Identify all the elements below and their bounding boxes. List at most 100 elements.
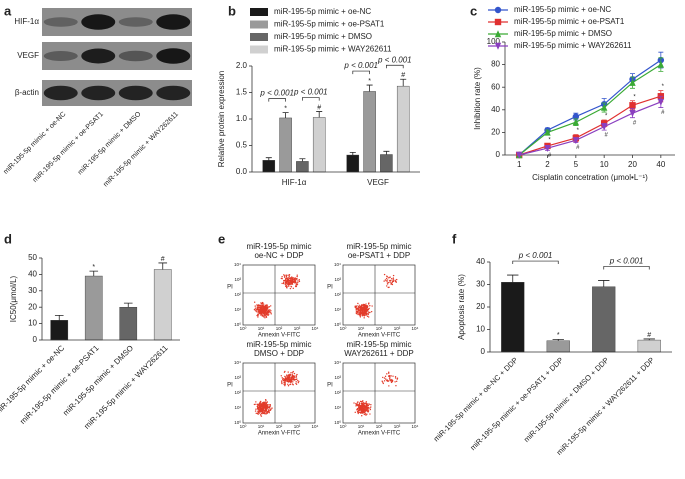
- y-tick-label: 10: [476, 325, 485, 334]
- event-dot: [357, 401, 359, 403]
- event-dot: [265, 305, 267, 308]
- x-tick-label: 10⁴: [412, 326, 419, 331]
- event-dot: [389, 379, 392, 381]
- event-dot: [270, 310, 272, 312]
- point: [572, 113, 580, 120]
- event-dot: [286, 374, 288, 377]
- event-dot: [283, 379, 286, 382]
- legend-swatch: [250, 8, 268, 16]
- plot-title: miR-195-5p mimic: [247, 340, 312, 349]
- event-dot: [362, 406, 364, 409]
- event-dot: [356, 310, 359, 313]
- event-dot: [266, 401, 268, 404]
- event-dot: [364, 313, 366, 315]
- y-tick-label: 10²: [334, 292, 341, 297]
- y-tick-label: 2.0: [236, 61, 248, 70]
- annotation: p < 0.001: [518, 251, 553, 260]
- bar: [262, 160, 276, 173]
- event-dot: [292, 279, 294, 281]
- event-dot: [256, 311, 258, 313]
- y-axis-label: IC50(μmol/L): [9, 275, 18, 322]
- event-dot: [292, 384, 294, 386]
- y-tick-label: 1.0: [236, 114, 248, 123]
- y-tick-label: 10³: [334, 277, 341, 282]
- event-dot: [263, 309, 266, 311]
- event-dot: [267, 313, 270, 316]
- event-dot: [261, 307, 263, 309]
- error-bar: [507, 274, 519, 283]
- x-tick-label: 10⁰: [340, 424, 347, 429]
- point: [572, 137, 580, 145]
- y-tick-label: 20: [28, 302, 37, 311]
- event-dot: [367, 409, 370, 411]
- event-dot: [260, 408, 262, 410]
- blot-band: [118, 17, 153, 27]
- event-dot: [293, 379, 295, 381]
- y-tick-label: 0: [496, 150, 501, 159]
- event-dot: [367, 411, 370, 413]
- bar: [637, 339, 661, 353]
- event-dot: [361, 315, 363, 317]
- event-dot: [358, 411, 360, 414]
- error-bar: [158, 262, 168, 270]
- event-dot: [259, 402, 262, 404]
- event-dot: [258, 410, 261, 412]
- x-tick-label: 2: [545, 160, 550, 169]
- event-dot: [267, 307, 269, 309]
- event-dot: [268, 305, 270, 308]
- annotation: #: [647, 332, 651, 339]
- point: [544, 145, 551, 153]
- event-dot: [364, 405, 366, 407]
- blot-row-label: HIF-1α: [14, 17, 39, 26]
- event-dot: [263, 407, 265, 409]
- event-dot: [358, 304, 360, 307]
- x-axis-label: Annexin V-FITC: [358, 431, 401, 437]
- bar: [592, 286, 616, 353]
- event-dot: [356, 402, 359, 404]
- event-dot: [395, 385, 397, 387]
- bar: [380, 154, 393, 173]
- event-dot: [287, 379, 289, 381]
- bar: [50, 320, 69, 341]
- x-tick-label: 10³: [394, 326, 401, 331]
- event-dot: [260, 309, 263, 311]
- blot-band: [81, 14, 116, 30]
- x-tick-label: 10⁰: [240, 326, 247, 331]
- plot-frame: [242, 264, 316, 326]
- legend-label: miR-195-5p mimic + DMSO: [274, 32, 372, 41]
- event-dot: [281, 282, 283, 285]
- event-dot: [387, 286, 389, 289]
- event-dot: [260, 415, 263, 417]
- event-dot: [392, 375, 394, 377]
- event-dot: [290, 279, 293, 281]
- event-dot: [283, 383, 285, 386]
- event-dot: [290, 276, 293, 278]
- point: [572, 118, 580, 126]
- event-dot: [362, 313, 364, 315]
- event-dot: [367, 311, 370, 313]
- event-dot: [290, 282, 292, 284]
- bracket: [603, 266, 650, 270]
- event-dot: [264, 311, 267, 314]
- event-dot: [254, 310, 257, 312]
- event-dot: [283, 276, 286, 278]
- x-axis-label: Annexin V-FITC: [258, 431, 301, 437]
- event-dot: [363, 307, 365, 310]
- y-tick-label: 0: [33, 335, 38, 344]
- event-dot: [256, 314, 258, 317]
- event-dot: [366, 410, 368, 412]
- x-tick-label: 10¹: [358, 424, 365, 429]
- event-dot: [258, 404, 261, 406]
- event-dot: [366, 405, 368, 408]
- event-dot: [254, 307, 257, 309]
- event-dot: [368, 307, 370, 310]
- blot-band: [81, 85, 116, 101]
- bracket: [386, 64, 404, 69]
- event-dot: [260, 314, 263, 316]
- plot-title: DMSO + DDP: [254, 349, 304, 358]
- y-tick-label: 50: [28, 253, 37, 262]
- x-tick-label: 10⁰: [240, 424, 247, 429]
- point: [600, 123, 608, 131]
- y-tick-label: 0.5: [236, 141, 248, 150]
